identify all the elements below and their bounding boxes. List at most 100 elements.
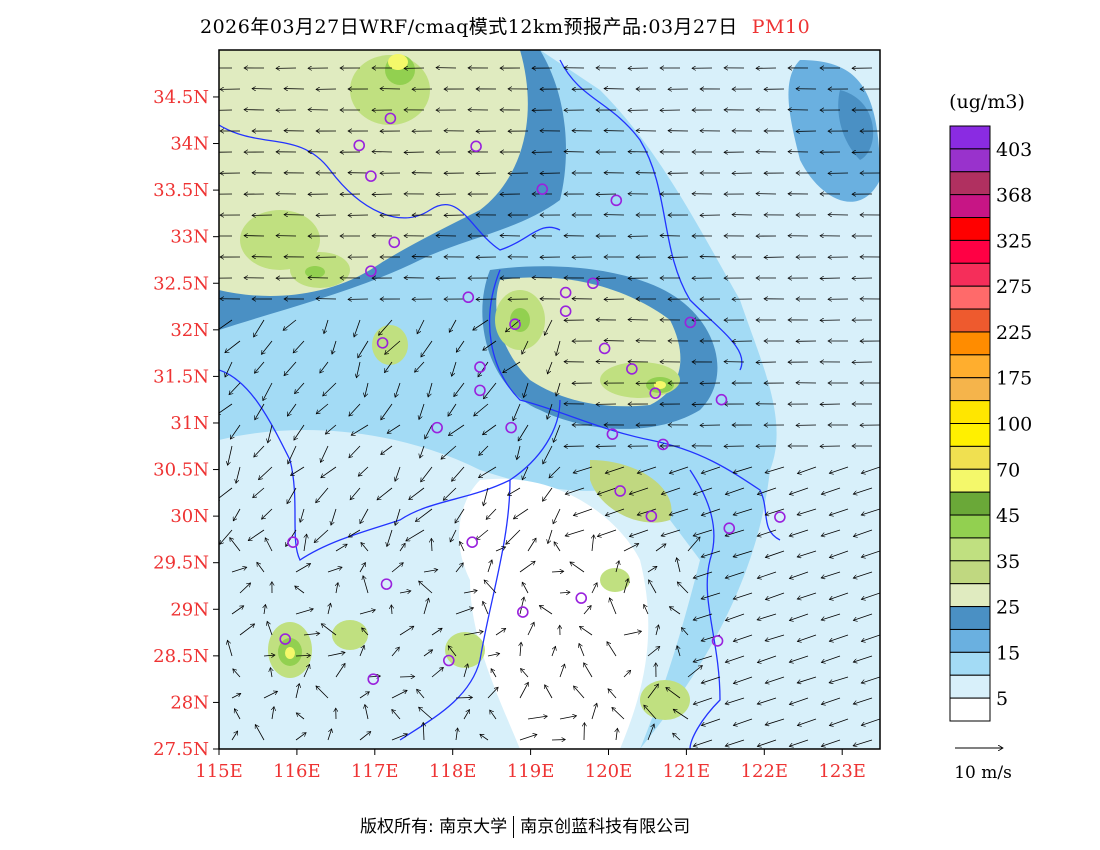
colorbar-swatch xyxy=(949,125,991,150)
wind-arrow xyxy=(325,424,337,434)
wind-arrow xyxy=(733,676,753,684)
colorbar-swatch xyxy=(949,194,991,219)
wind-arrow xyxy=(655,544,666,552)
wind-arrow xyxy=(669,508,689,515)
wind-arrow xyxy=(478,361,489,377)
station-marker xyxy=(606,428,619,440)
station-marker xyxy=(649,387,662,399)
wind-arrow xyxy=(233,508,241,521)
wind-arrow xyxy=(765,550,785,557)
wind-arrow xyxy=(797,676,817,683)
wind-arrow xyxy=(391,647,399,657)
wind-arrow xyxy=(387,529,393,547)
wind-arrow xyxy=(853,487,873,494)
colorbar-swatch xyxy=(949,674,991,699)
lon-axis: 115E 116E 117E 118E 119E 120E 121E 122E 123E xyxy=(195,749,866,782)
wind-arrow xyxy=(463,710,470,720)
wind-arrow xyxy=(399,591,411,593)
wind-arrow xyxy=(431,628,442,636)
wind-arrow xyxy=(673,733,681,741)
wind-arrow xyxy=(487,654,500,656)
wind-arrow xyxy=(395,382,401,397)
station-marker xyxy=(509,318,521,331)
wind-arrow xyxy=(295,609,313,615)
wind-arrow xyxy=(473,319,489,330)
wind-arrow xyxy=(263,691,278,699)
wind-arrow xyxy=(421,466,433,482)
station-marker xyxy=(598,342,611,355)
wind-arrow xyxy=(789,529,809,536)
wind-arrow xyxy=(452,466,465,481)
wind-arrow xyxy=(293,340,305,353)
wind-arrow xyxy=(377,487,393,500)
wind-arrow xyxy=(789,487,809,494)
wind-arrow xyxy=(545,685,553,699)
lat-axis: 27.5N 28N 28.5N 29N 29.5N 30N 30.5N 31N 31.5N 32N… xyxy=(153,87,219,760)
station-markers xyxy=(279,112,786,685)
lon-tick-label: 120E xyxy=(585,761,633,782)
wind-arrow xyxy=(419,707,433,720)
wind-arrow xyxy=(263,655,275,656)
wind-arrow xyxy=(556,340,561,356)
station-marker xyxy=(466,536,478,549)
wind-arrow xyxy=(797,508,817,515)
wind-arrow xyxy=(547,361,553,374)
wind-arrow xyxy=(559,592,570,593)
wind-arrow xyxy=(359,692,369,699)
colorbar-swatch xyxy=(949,308,991,333)
wind-arrow xyxy=(324,319,329,334)
wind-arrow xyxy=(443,487,457,500)
wind-arrow xyxy=(359,563,365,573)
colorbar-swatch xyxy=(949,468,991,493)
wind-arrow xyxy=(296,713,305,720)
wind-arrow xyxy=(765,718,785,725)
wind-arrow xyxy=(573,466,593,473)
wind-arrow xyxy=(556,382,561,396)
wind-arrow xyxy=(551,646,556,657)
wind-arrow xyxy=(358,466,369,476)
wind-arrow xyxy=(733,550,753,557)
wind-arrow xyxy=(725,739,745,746)
wind-arrow xyxy=(591,583,597,594)
wind-arrow xyxy=(391,605,392,615)
wind-arrow xyxy=(725,571,745,578)
wind-arrow xyxy=(693,697,713,704)
wind-arrow xyxy=(331,508,337,525)
wind-arrow xyxy=(303,664,310,678)
wind-arrow xyxy=(553,542,561,552)
wind-arrow xyxy=(508,487,521,495)
wind-arrow xyxy=(547,403,553,419)
colorbar-swatch xyxy=(949,445,991,470)
wind-arrow xyxy=(757,739,777,746)
wind-arrow xyxy=(853,739,873,746)
wind-arrow xyxy=(687,665,702,678)
wind-arrow xyxy=(425,424,433,439)
wind-arrow xyxy=(385,340,401,354)
wind-arrow xyxy=(295,586,305,594)
station-marker xyxy=(614,485,626,497)
wind-arrow xyxy=(637,466,657,473)
wind-arrow xyxy=(519,682,528,699)
lat-tick-label: 33N xyxy=(170,227,209,248)
wind-arrow xyxy=(395,508,401,525)
station-marker xyxy=(711,635,724,647)
wind-arrow xyxy=(565,487,585,494)
wind-arrow xyxy=(253,487,265,498)
wind-arrow xyxy=(597,487,617,494)
lon-tick-label: 117E xyxy=(351,761,399,782)
wind-arrow xyxy=(861,718,880,725)
wind-arrow xyxy=(294,424,305,440)
station-marker xyxy=(645,510,658,522)
colorbar-swatch xyxy=(949,491,991,516)
wind-arrow xyxy=(757,697,777,704)
station-marker xyxy=(474,361,486,373)
wind-arrow xyxy=(693,529,713,536)
wind-arrow xyxy=(323,382,337,396)
wind-arrow xyxy=(821,697,841,704)
wind-arrow xyxy=(409,487,425,500)
wind-arrow xyxy=(495,547,506,552)
wind-arrow xyxy=(644,604,649,615)
wind-arrow xyxy=(681,628,689,636)
station-marker xyxy=(657,438,669,451)
wind-arrow xyxy=(423,722,424,741)
